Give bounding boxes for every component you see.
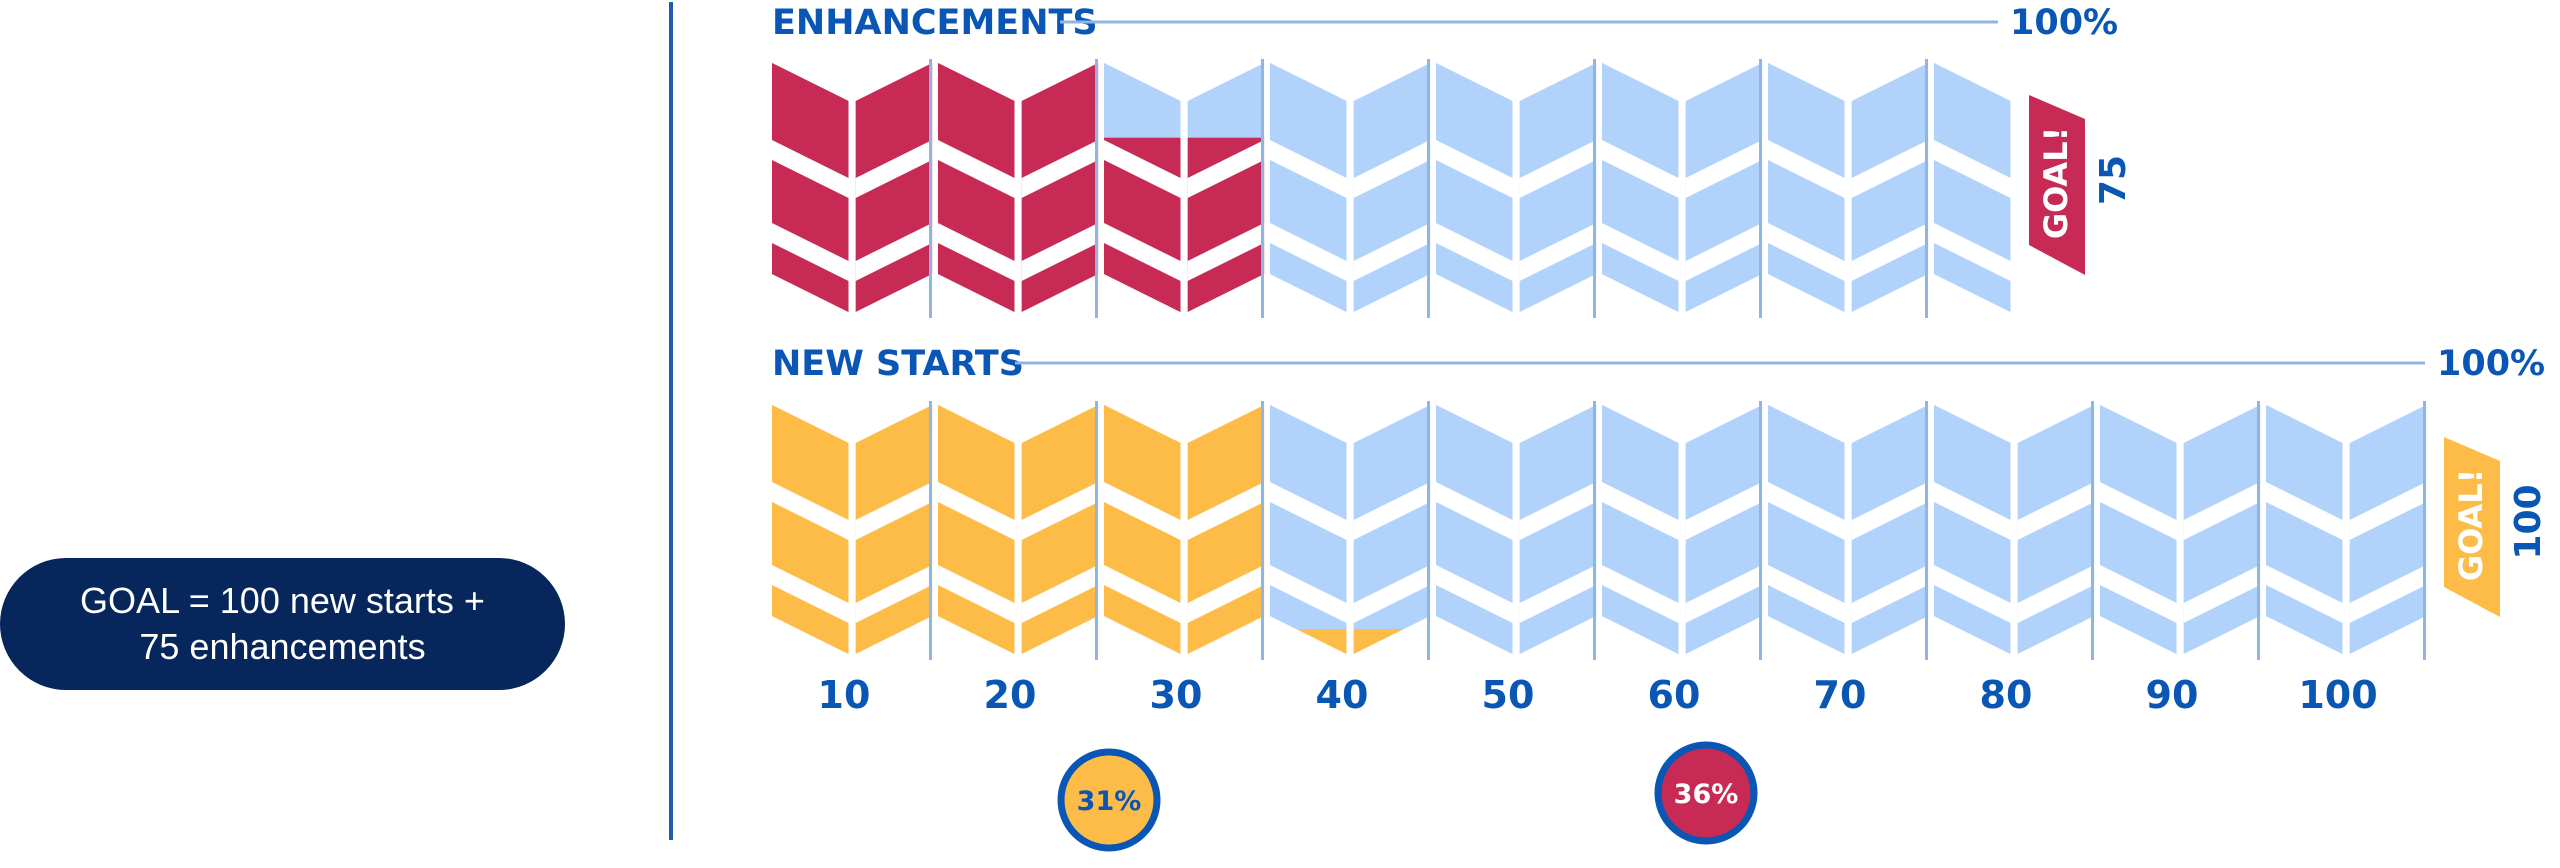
row-fill-0 [772, 63, 2017, 312]
x-tick-label: 60 [1648, 673, 1701, 717]
goal-flag-0 [2029, 95, 2085, 275]
column-separator [2257, 401, 2260, 660]
row-max-label-0: 100% [2010, 3, 2118, 43]
row-title-1: NEW STARTS [772, 344, 1024, 384]
percent-badge-circle [1654, 741, 1758, 845]
column-separator [1095, 401, 1098, 660]
partial-column [1104, 137, 1270, 312]
percent-badge-label: 31% [1077, 786, 1142, 817]
column-separator [1261, 401, 1264, 660]
row-max-label-1: 100% [2437, 344, 2545, 384]
goal-flag-label-0: GOAL! [2037, 127, 2075, 239]
column-separator [929, 401, 932, 660]
percent-badge-label: 36% [1674, 779, 1739, 810]
x-tick-label: 70 [1814, 673, 1867, 717]
goal-note: GOAL = 100 new starts + 75 enhancements [0, 558, 565, 690]
row-fill-1 [772, 405, 2432, 654]
x-tick-label: 80 [1980, 673, 2033, 717]
filled-column [1104, 405, 1270, 654]
x-tick-label: 10 [818, 673, 871, 717]
column-separator [1759, 59, 1762, 318]
goal-note-line-2: 75 enhancements [139, 626, 426, 667]
x-tick-label: 100 [2298, 673, 2377, 717]
x-tick-label: 90 [2146, 673, 2199, 717]
partial-column [1270, 629, 1436, 654]
column-separator [2091, 401, 2094, 660]
x-tick-label: 20 [984, 673, 1037, 717]
column-separator [1427, 401, 1430, 660]
goal-value-0: 75 [2093, 155, 2134, 205]
column-separator [1593, 401, 1596, 660]
column-separator [929, 59, 932, 318]
goal-flag-label-1: GOAL! [2452, 469, 2490, 581]
filled-column [938, 405, 1104, 654]
column-separator [1095, 59, 1098, 318]
column-separator [1427, 59, 1430, 318]
column-separator [1925, 401, 1928, 660]
vertical-divider [669, 2, 673, 840]
goal-value-1: 100 [2508, 484, 2549, 559]
x-tick-label: 40 [1316, 673, 1369, 717]
x-tick-label: 30 [1150, 673, 1203, 717]
column-separator [2423, 401, 2426, 660]
x-tick-label: 50 [1482, 673, 1535, 717]
filled-column [938, 63, 1104, 312]
column-separator [1759, 401, 1762, 660]
row-title-0: ENHANCEMENTS [772, 3, 1098, 43]
goal-flag-1 [2444, 437, 2500, 617]
column-separator [1593, 59, 1596, 318]
column-separator [1261, 59, 1264, 318]
filled-column [772, 63, 938, 312]
goal-note-line-1: GOAL = 100 new starts + [80, 580, 485, 621]
column-separator [1925, 59, 1928, 318]
percent-badge-circle [1057, 748, 1161, 852]
filled-column [772, 405, 938, 654]
